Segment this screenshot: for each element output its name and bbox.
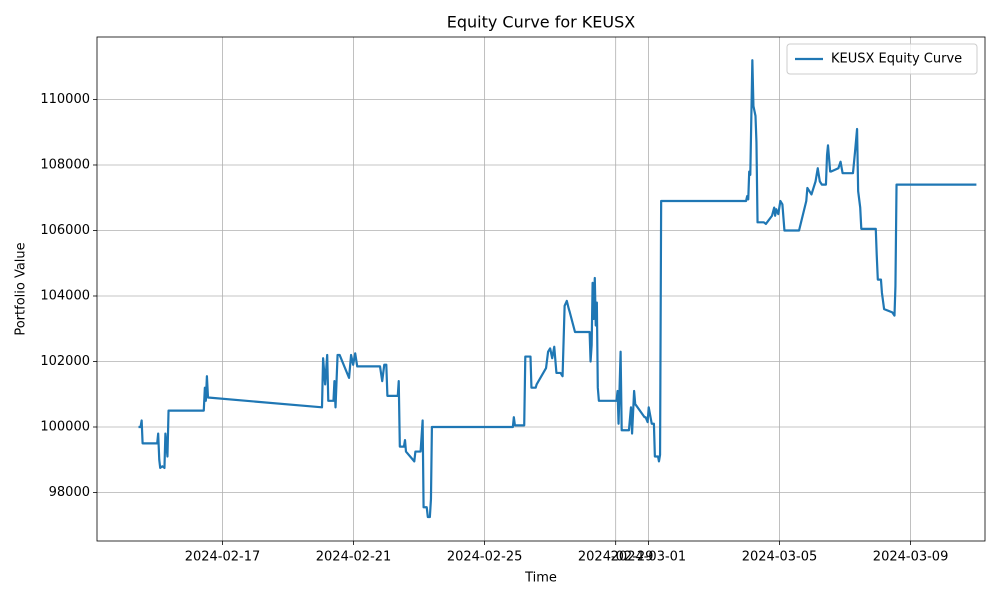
y-tick-label: 102000 (40, 354, 90, 369)
x-tick-label: 2024-03-01 (611, 550, 687, 565)
y-tick-label: 104000 (40, 288, 90, 303)
legend-label: KEUSX Equity Curve (831, 52, 962, 67)
x-tick-label: 2024-02-25 (447, 550, 523, 565)
y-tick-label: 106000 (40, 223, 90, 238)
y-tick-label: 108000 (40, 157, 90, 172)
y-tick-label: 110000 (40, 92, 90, 107)
chart-title: Equity Curve for KEUSX (447, 13, 636, 32)
x-tick-label: 2024-02-21 (316, 550, 392, 565)
x-tick-label: 2024-03-09 (873, 550, 949, 565)
legend-box (786, 43, 978, 75)
plot-frame (96, 36, 986, 542)
x-tick-label: 2024-03-05 (742, 550, 818, 565)
y-tick-label: 98000 (49, 485, 90, 500)
x-tick-label: 2024-02-29 (578, 550, 654, 565)
y-axis-label: Portfolio Value (14, 242, 29, 335)
equity-line (138, 59, 977, 519)
y-tick-label: 100000 (40, 419, 90, 434)
x-tick-label: 2024-02-17 (185, 550, 261, 565)
x-axis-label: Time (524, 571, 557, 586)
